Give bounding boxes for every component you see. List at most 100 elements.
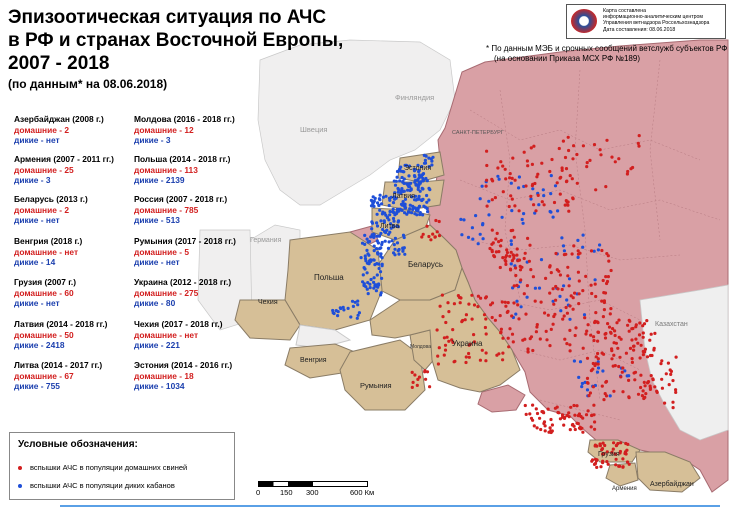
logo-line-1: Карта составлена [603,8,646,14]
outbreak-dot [368,282,372,286]
outbreak-dot [646,381,650,385]
outbreak-dot [370,227,374,231]
outbreak-dot [617,157,621,161]
outbreak-dot [590,413,594,418]
outbreak-dot [581,245,585,249]
outbreak-dot [591,385,596,389]
outbreak-dot [510,314,514,318]
outbreak-dot [407,174,411,178]
outbreak-dot [415,383,419,387]
outbreak-dot [606,322,610,326]
outbreak-dot [528,243,532,247]
outbreak-dot [447,310,451,314]
outbreak-dot [480,184,484,188]
outbreak-dot [420,164,424,169]
outbreak-dot [510,209,514,213]
outbreak-dot [463,318,467,322]
stat-wild: дикие - 3 [14,175,51,185]
outbreak-dot [669,372,673,376]
outbreak-dot [437,234,442,238]
outbreak-dot [652,346,656,350]
title-line-2: в РФ и странах Восточной Европы, [8,30,344,51]
outbreak-dot [564,305,568,310]
outbreak-dot [419,174,424,178]
outbreak-dot [580,381,585,386]
outbreak-dot [394,179,398,183]
outbreak-dot [610,155,614,159]
outbreak-dot [379,270,383,274]
outbreak-dot [581,346,585,350]
outbreak-dot [501,164,505,168]
outbreak-dot [387,232,391,236]
outbreak-dot [379,231,383,236]
outbreak-dot [562,249,567,253]
source-note-line-2: (на основании Приказа МСХ РФ №189) [494,54,640,63]
stat-domestic: домашние - 50 [14,329,74,340]
outbreak-dot [540,161,544,165]
outbreak-dot [529,268,533,272]
label-finland: Финляндия [395,93,434,102]
outbreak-dot [336,314,340,318]
outbreak-dot [493,196,497,200]
outbreak-dot [424,377,428,381]
outbreak-dot [445,335,449,339]
outbreak-dot [377,197,381,201]
outbreak-dot [581,144,586,148]
label-azerbaijan: Азербайджан [650,480,694,488]
outbreak-dot [572,244,576,248]
outbreak-dot [563,203,567,207]
outbreak-dot [386,246,391,250]
outbreak-dot [643,350,647,354]
stat-name: Венгрия (2018 г.) [14,236,83,246]
region-crimea [477,384,526,413]
outbreak-dot [605,460,609,464]
outbreak-dot [609,307,613,311]
outbreak-dot [557,146,561,151]
outbreak-dot [660,377,664,381]
stat-romania: Румыния (2017 - 2018 гг.) домашние - 5 д… [134,236,258,268]
outbreak-dot [575,152,579,157]
outbreak-dot [572,403,576,408]
outbreak-dot [331,311,335,315]
stat-name: Румыния (2017 - 2018 гг.) [134,236,236,246]
outbreak-dot [535,175,539,179]
outbreak-dot [390,239,394,243]
outbreak-dot [596,357,600,361]
outbreak-dot [524,184,528,188]
outbreak-dot [668,368,672,372]
outbreak-dot [601,278,605,283]
outbreak-dot [364,285,368,289]
outbreak-dot [510,332,515,336]
outbreak-dot [361,273,365,277]
stat-wild: дикие - 513 [134,215,180,225]
outbreak-dot [408,207,412,211]
outbreak-dot [651,378,655,382]
outbreak-dot [548,265,552,269]
label-georgia: Грузия [598,451,620,458]
outbreak-dot [546,407,550,411]
outbreak-dot [556,209,560,213]
outbreak-dot [376,241,380,245]
map-subtitle: (по данным* на 08.06.2018) [8,77,168,91]
outbreak-dot [576,238,580,242]
outbreak-dot [628,346,633,350]
label-lithuania: Литва [380,223,399,230]
outbreak-dot [537,286,542,290]
outbreak-dot [663,401,667,405]
outbreak-dot [505,248,509,252]
outbreak-dot [671,406,675,410]
outbreak-dot [436,362,440,366]
outbreak-dot [528,412,532,416]
outbreak-dot [383,211,387,215]
outbreak-dot [501,256,505,260]
outbreak-dot [575,404,579,408]
outbreak-dot [596,339,600,343]
outbreak-dot [541,188,545,192]
stat-wild: дикие - 2139 [134,175,185,185]
outbreak-dot [388,213,392,217]
outbreak-dot [525,159,530,163]
outbreak-dot [621,366,625,370]
outbreak-dot [498,314,502,318]
label-czechia: Чехия [258,299,278,306]
outbreak-dot [572,424,576,428]
